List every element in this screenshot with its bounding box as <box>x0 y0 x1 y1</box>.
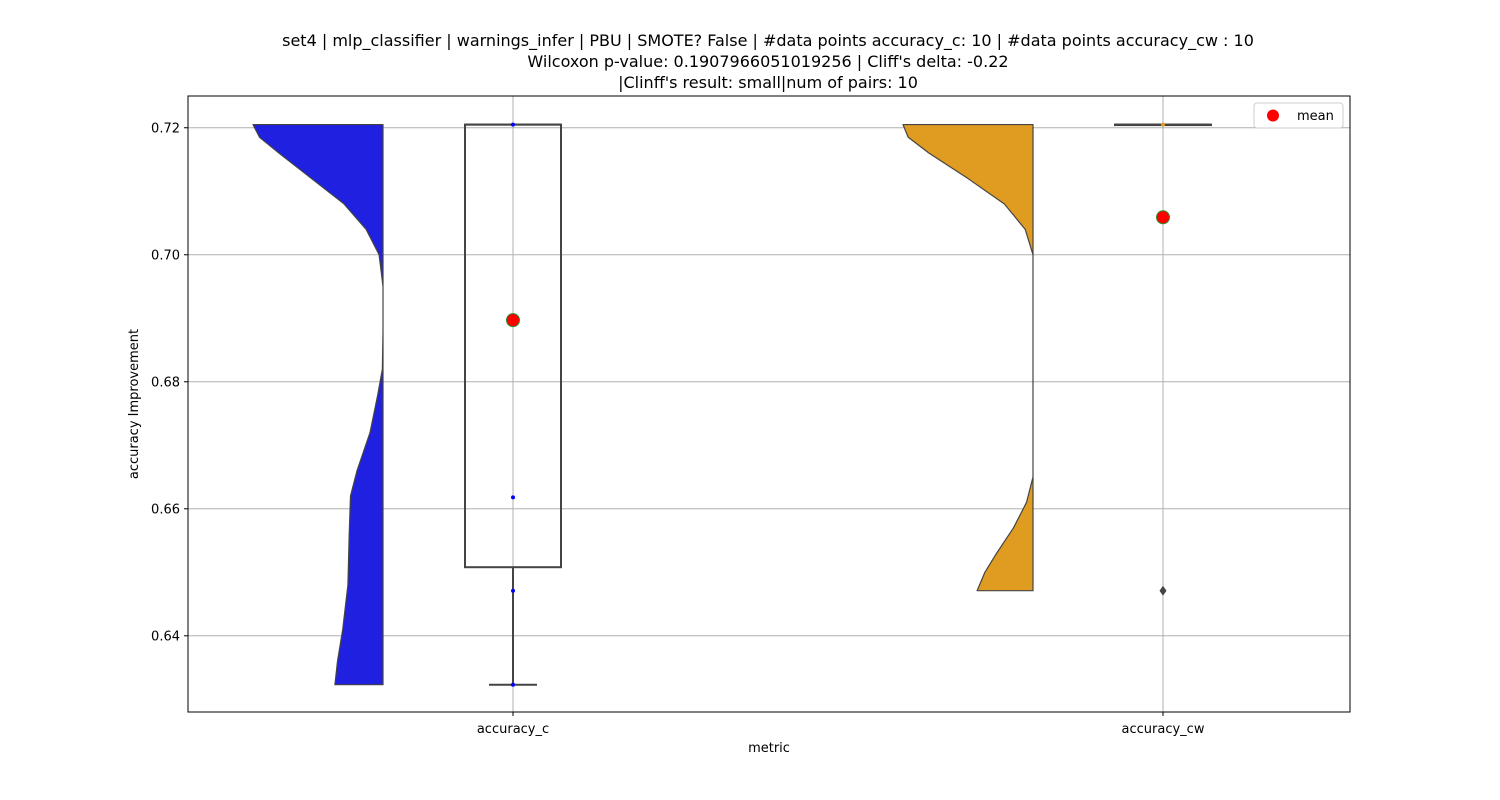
y-axis-ticks: 0.64 0.66 0.68 0.70 0.72 <box>151 121 188 644</box>
title-line-1: set4 | mlp_classifier | warnings_infer |… <box>282 31 1254 51</box>
y-tick-label: 0.72 <box>151 121 180 136</box>
y-tick-label: 0.68 <box>151 375 180 390</box>
plot-frame <box>187 95 1351 713</box>
x-axis-label: metric <box>748 741 790 756</box>
mean-marker <box>1156 210 1170 225</box>
data-point <box>511 122 515 127</box>
y-tick-label: 0.64 <box>151 629 180 644</box>
legend-box <box>1253 102 1344 129</box>
legend: mean <box>1253 102 1344 129</box>
data-point <box>511 682 515 687</box>
boxplots <box>464 123 1212 686</box>
data-point <box>511 495 515 500</box>
y-axis-label: accuracy Improvement <box>127 329 142 479</box>
violin-accuracy_c <box>252 123 384 686</box>
x-tick-label: accuracy_c <box>477 722 549 737</box>
chart-title: set4 | mlp_classifier | warnings_infer |… <box>282 31 1254 92</box>
violin-accuracy_cw <box>902 123 1034 592</box>
y-tick-label: 0.66 <box>151 502 180 517</box>
title-line-3: |Clinff's result: small|num of pairs: 10 <box>618 73 918 92</box>
x-axis-ticks: accuracy_c accuracy_cw <box>477 712 1205 737</box>
violins <box>252 123 1034 686</box>
outlier-marker <box>1159 585 1167 596</box>
data-point <box>1161 122 1165 127</box>
y-tick-label: 0.70 <box>151 248 180 263</box>
data-points <box>506 122 1170 687</box>
legend-mean-label: mean <box>1297 109 1334 124</box>
title-line-2: Wilcoxon p-value: 0.1907966051019256 | C… <box>527 52 1008 71</box>
data-point <box>511 588 515 593</box>
x-tick-label: accuracy_cw <box>1122 722 1205 737</box>
legend-mean-marker <box>1267 109 1279 122</box>
mean-marker <box>506 313 520 328</box>
